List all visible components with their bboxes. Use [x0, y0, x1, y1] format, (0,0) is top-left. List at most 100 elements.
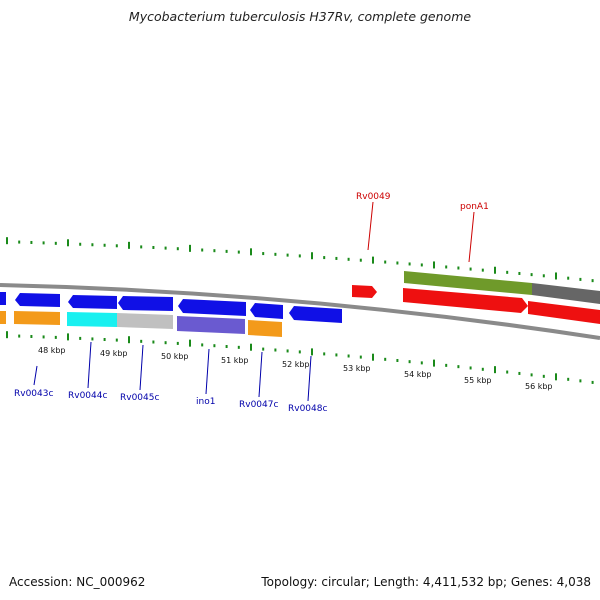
minor-tick	[18, 334, 21, 338]
gene-dark-track[interactable]	[532, 283, 600, 304]
minor-tick	[323, 256, 326, 260]
gene-ino1[interactable]	[178, 299, 246, 316]
gene-label-rv0045c[interactable]: Rv0045c	[120, 393, 159, 403]
kbp-label: 49 kbp	[100, 349, 128, 358]
genome-summary-text: Topology: circular; Length: 4,411,532 bp…	[261, 575, 591, 589]
minor-tick	[176, 341, 179, 345]
minor-tick	[579, 379, 582, 383]
gene-rv0043c[interactable]	[15, 293, 60, 307]
gene-gray[interactable]	[117, 313, 173, 329]
minor-tick	[103, 243, 106, 247]
minor-tick	[457, 266, 460, 270]
gene-ponA1-track[interactable]	[404, 271, 532, 295]
gene-label-rv0044c[interactable]: Rv0044c	[68, 391, 107, 401]
minor-tick	[262, 252, 265, 256]
minor-tick	[445, 363, 448, 367]
gene-leader-lines-red	[367, 201, 475, 263]
minor-tick	[274, 348, 277, 352]
minor-tick	[140, 245, 143, 249]
minor-tick	[115, 338, 118, 342]
kbp-label: 54 kbp	[404, 370, 432, 379]
major-tick	[311, 252, 313, 260]
gene-label-ponA1[interactable]: ponA1	[460, 202, 489, 212]
gene-orange-partial[interactable]	[0, 311, 6, 324]
minor-tick	[542, 374, 545, 378]
minor-tick	[91, 243, 94, 247]
minor-tick	[225, 345, 228, 349]
major-tick	[372, 256, 374, 264]
gene-rv0047c[interactable]	[250, 303, 283, 319]
major-tick	[67, 333, 69, 341]
gene-ponA1[interactable]	[403, 288, 528, 313]
minor-tick	[298, 350, 301, 354]
gene-rv0049[interactable]	[352, 285, 377, 298]
minor-tick	[213, 249, 216, 253]
gene-orange-2[interactable]	[248, 320, 282, 337]
gene-cyan[interactable]	[67, 312, 117, 327]
minor-tick	[286, 349, 289, 353]
major-tick	[555, 272, 557, 280]
major-tick	[250, 343, 252, 351]
major-tick	[189, 244, 191, 252]
minor-tick	[164, 246, 167, 250]
minor-tick	[408, 262, 411, 266]
gene-red-right[interactable]	[528, 301, 600, 324]
kbp-label: 48 kbp	[38, 346, 66, 355]
minor-tick	[359, 258, 362, 262]
major-tick	[311, 348, 313, 356]
minor-tick	[176, 247, 179, 251]
minor-tick	[274, 252, 277, 256]
gene-blue-partial[interactable]	[0, 292, 6, 305]
minor-tick	[323, 352, 326, 356]
minor-tick	[506, 370, 509, 374]
minor-tick	[518, 371, 521, 375]
minor-tick	[201, 248, 204, 252]
gene-rv0045c[interactable]	[118, 296, 173, 311]
minor-tick	[579, 277, 582, 281]
minor-tick	[457, 365, 460, 369]
minor-tick	[396, 261, 399, 265]
accession-text: Accession: NC_000962	[9, 575, 146, 589]
major-tick	[128, 241, 130, 249]
minor-tick	[201, 343, 204, 347]
minor-tick	[567, 276, 570, 280]
gene-rv0044c[interactable]	[68, 295, 117, 309]
gene-label-rv0043c[interactable]: Rv0043c	[14, 389, 53, 399]
minor-tick	[347, 354, 350, 358]
minor-tick	[103, 338, 106, 342]
major-tick	[555, 373, 557, 381]
kbp-label: 50 kbp	[161, 352, 189, 361]
minor-tick	[30, 334, 33, 338]
minor-tick	[54, 335, 57, 339]
minor-tick	[298, 254, 301, 258]
gene-label-rv0048c[interactable]: Rv0048c	[288, 404, 327, 414]
gene-label-rv0049[interactable]: Rv0049	[356, 192, 391, 202]
kbp-label: 53 kbp	[343, 364, 371, 373]
minor-tick	[79, 336, 82, 340]
major-tick	[494, 366, 496, 374]
minor-tick	[286, 253, 289, 257]
major-tick	[67, 239, 69, 247]
minor-tick	[152, 245, 155, 249]
gene-leader-lines	[33, 341, 312, 402]
minor-tick	[140, 339, 143, 343]
gene-rv0048c[interactable]	[289, 306, 342, 323]
minor-tick	[518, 271, 521, 275]
minor-tick	[54, 241, 57, 245]
minor-tick	[359, 355, 362, 359]
gene-purple[interactable]	[177, 316, 245, 334]
minor-tick	[152, 340, 155, 344]
gene-orange-1[interactable]	[14, 311, 60, 325]
minor-tick	[115, 244, 118, 248]
minor-tick	[262, 347, 265, 351]
gene-label-ino1[interactable]: ino1	[196, 397, 215, 407]
gene-label-rv0047c[interactable]: Rv0047c	[239, 400, 278, 410]
minor-tick	[335, 256, 338, 260]
minor-tick	[420, 361, 423, 365]
major-tick	[6, 237, 8, 245]
kbp-label: 51 kbp	[221, 356, 249, 365]
kbp-label: 56 kbp	[525, 382, 553, 391]
minor-tick	[237, 250, 240, 254]
major-tick	[494, 266, 496, 274]
